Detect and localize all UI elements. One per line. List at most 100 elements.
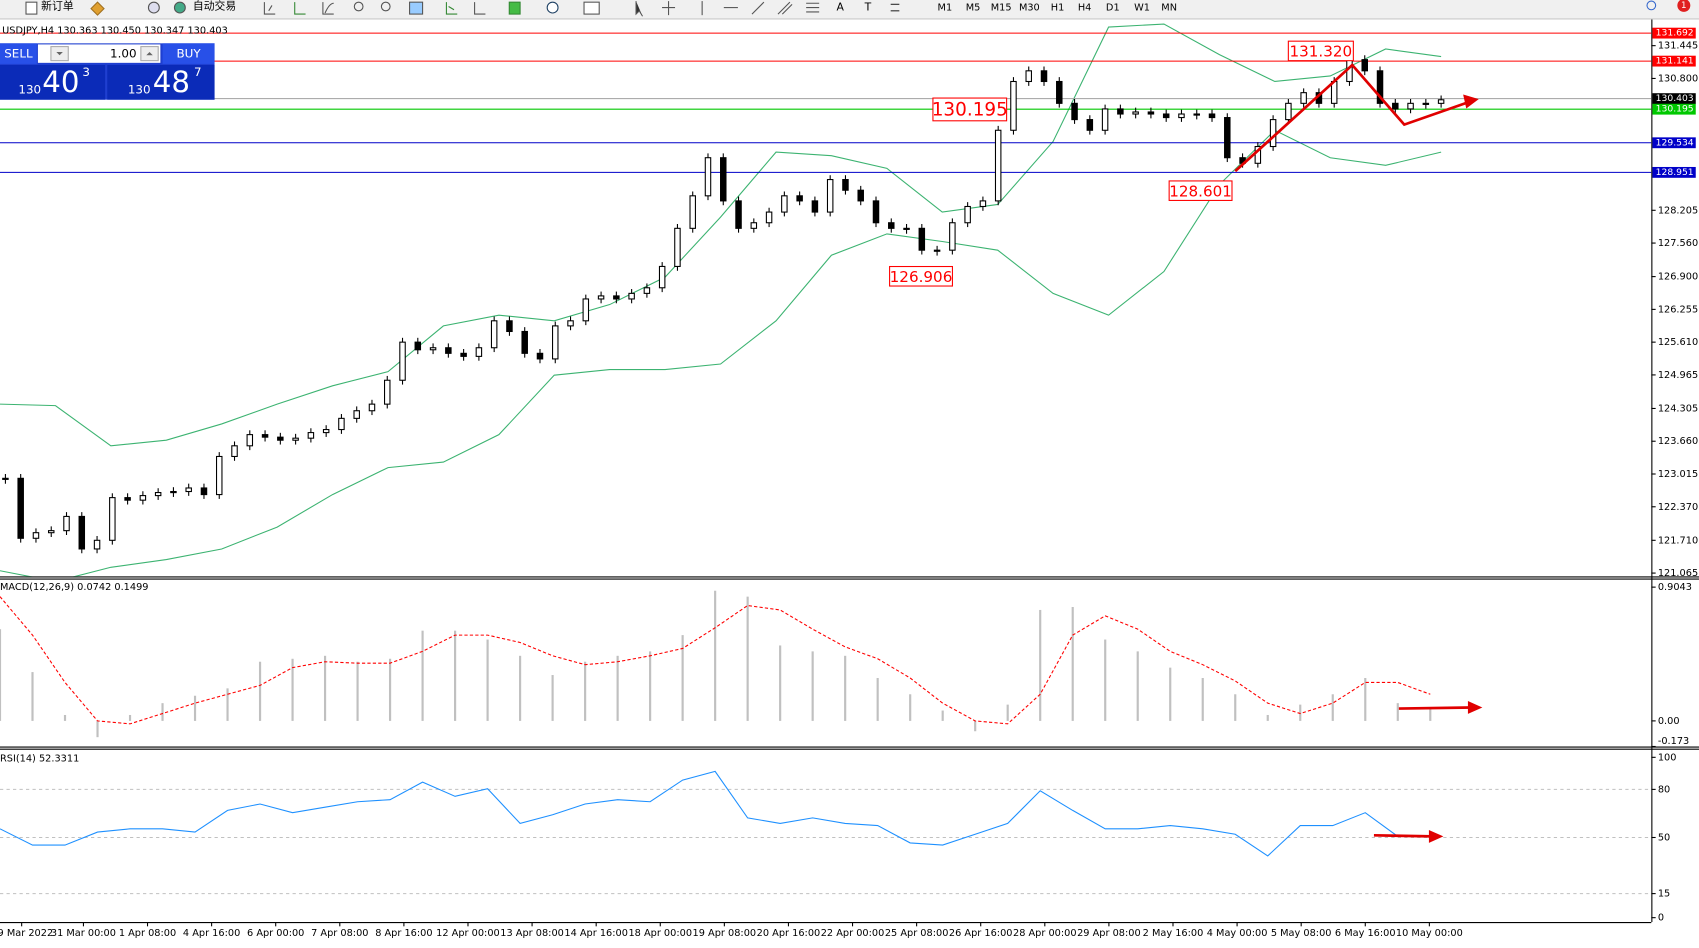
axes: 131.445 130.800 128.205 127.560 126.900 126.2… — [0, 28, 1698, 939]
timeframe-button[interactable]: M1 — [938, 3, 953, 14]
candle-body — [979, 200, 987, 208]
candle-body — [490, 320, 498, 349]
macd-bar — [714, 590, 717, 721]
candle-body — [933, 249, 941, 252]
candle-body — [445, 347, 452, 354]
new-order-icon[interactable] — [25, 1, 38, 15]
price-tag-label: 130.403 — [1656, 93, 1694, 104]
y-tick-label: 0.00 — [1658, 716, 1680, 727]
ask-box[interactable] — [107, 65, 215, 100]
new-order-button[interactable]: 新订单 — [41, 0, 74, 13]
candle-body — [536, 352, 544, 360]
bid-big: 130 — [18, 82, 41, 96]
timeframe-button[interactable]: H4 — [1078, 3, 1092, 14]
sell-label: SELL — [4, 47, 33, 61]
macd-bar — [388, 658, 392, 721]
macd-bar — [974, 720, 977, 732]
signal-line — [0, 596, 1431, 725]
candle-body — [1285, 102, 1292, 121]
candle-body — [17, 477, 24, 539]
price-tag-label: 128.951 — [1656, 167, 1694, 178]
candle-body — [1193, 113, 1200, 116]
y-tick-label: 121.710 — [1658, 535, 1698, 546]
label-tool[interactable]: T — [864, 1, 872, 14]
channel-icon[interactable] — [777, 1, 793, 15]
tool-icon[interactable] — [147, 1, 160, 14]
timeframe-button[interactable]: W1 — [1134, 3, 1150, 14]
timeframe-button[interactable]: MN — [1161, 3, 1177, 14]
x-tick-label: 14 Apr 16:00 — [564, 928, 628, 939]
y-tick-label: 122.370 — [1658, 502, 1698, 513]
tool-icon[interactable] — [294, 2, 306, 15]
tool-icon[interactable] — [90, 1, 105, 16]
macd-bar — [1331, 694, 1334, 721]
price-tag — [1652, 55, 1696, 67]
candle-body — [1422, 102, 1430, 105]
indicator-icon[interactable] — [508, 1, 521, 15]
candle-body — [949, 222, 956, 251]
candle-body — [582, 298, 590, 322]
y-tick-label: 0 — [1658, 913, 1664, 924]
crosshair-icon[interactable] — [662, 1, 676, 16]
zoom-out-icon[interactable] — [380, 1, 391, 12]
candle-body — [674, 227, 681, 267]
macd-bar — [649, 651, 652, 721]
sell-button[interactable] — [0, 43, 37, 64]
candle-body — [506, 320, 513, 333]
auto-trading-icon[interactable] — [173, 1, 186, 14]
candle-body — [704, 157, 712, 197]
macd-bar — [323, 655, 327, 721]
tool-icon[interactable] — [474, 2, 486, 15]
cursor-icon[interactable] — [635, 1, 644, 17]
tile-icon[interactable] — [409, 1, 424, 15]
macd-bar — [519, 655, 522, 721]
tool-icon[interactable] — [263, 2, 276, 15]
candle-body — [1224, 117, 1231, 159]
candle-body — [1101, 108, 1109, 131]
macd-bar — [128, 714, 132, 721]
text-tool[interactable]: A — [836, 1, 844, 14]
candle-body — [1437, 99, 1445, 104]
annotation-box — [1287, 40, 1354, 62]
chart-area — [0, 19, 1652, 922]
indicator-label: RSI(14) 52.3311 — [0, 753, 79, 764]
auto-trading-button[interactable]: 自动交易 — [193, 0, 236, 13]
badge-icon[interactable] — [1677, 0, 1691, 12]
timeframe-button[interactable]: M15 — [991, 3, 1012, 14]
tool-icon[interactable] — [322, 2, 334, 15]
timeframe-button[interactable]: D1 — [1106, 3, 1120, 14]
macd-bar — [909, 694, 912, 721]
buy-button[interactable] — [162, 43, 215, 64]
x-tick-label: 7 Apr 08:00 — [311, 928, 368, 939]
timeframe-button[interactable]: M30 — [1019, 3, 1040, 14]
annotation-box — [1168, 180, 1233, 201]
candle-body — [918, 227, 926, 251]
trendline-icon[interactable] — [751, 1, 765, 15]
bid-box[interactable] — [0, 65, 106, 100]
timeframe-button[interactable]: H1 — [1051, 3, 1065, 14]
y-tick-label: 131.445 — [1658, 41, 1698, 52]
price-tag — [1652, 93, 1696, 105]
chart-header: USDJPY,H4 130.363 130.450 130.347 130.40… — [2, 25, 228, 36]
timeframe-button[interactable]: M5 — [966, 3, 981, 14]
price-tag — [1652, 166, 1696, 178]
badge-count: 1 — [1681, 1, 1687, 11]
period-icon[interactable] — [546, 1, 559, 14]
y-tick-label: 123.660 — [1658, 436, 1698, 447]
fibo-icon[interactable] — [806, 2, 820, 13]
arrow-head — [1463, 94, 1479, 109]
shapes-icon[interactable] — [890, 3, 900, 12]
zoom-in-icon[interactable] — [353, 1, 364, 12]
candle-body — [414, 341, 422, 351]
x-tick-label: 10 May 00:00 — [1396, 928, 1463, 939]
macd-bar — [0, 629, 2, 721]
macd-bar — [876, 677, 879, 721]
macd-bar — [681, 635, 684, 721]
template-icon[interactable] — [583, 1, 600, 15]
macd-bar — [746, 596, 749, 721]
candle-body — [781, 195, 788, 213]
toolbar — [0, 0, 1699, 19]
macd-bar — [161, 703, 164, 721]
search-icon[interactable] — [1646, 0, 1657, 11]
tool-icon[interactable] — [445, 2, 458, 15]
